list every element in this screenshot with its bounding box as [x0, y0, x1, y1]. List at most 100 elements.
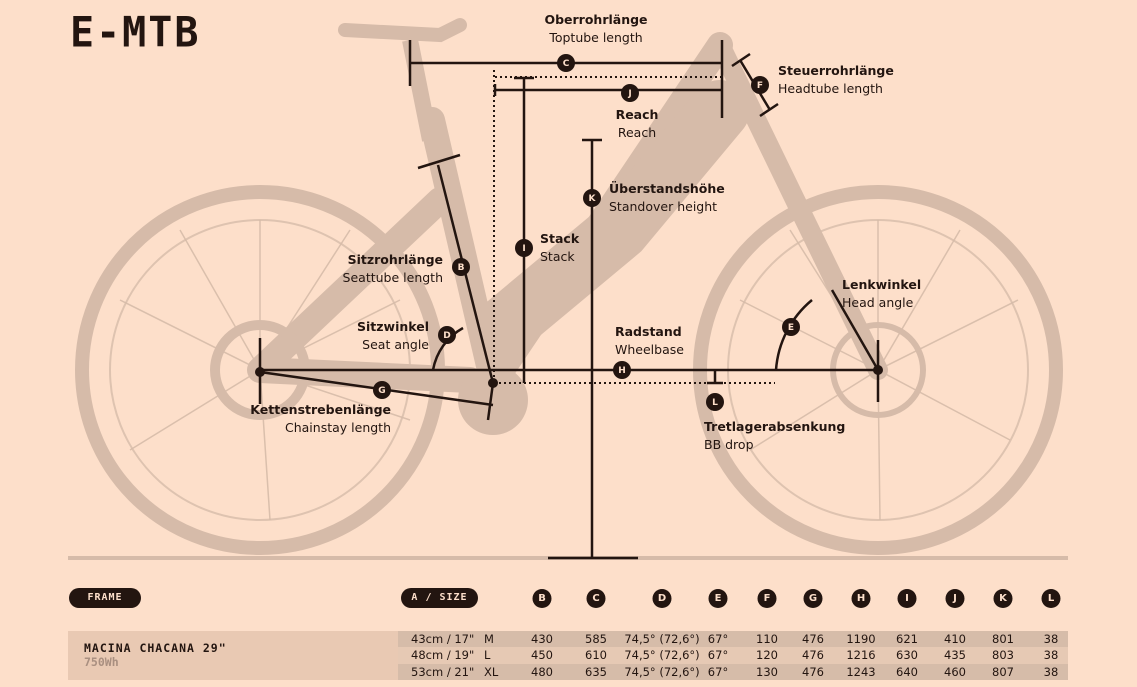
label-seattube: Sitzrohrlänge Seattube length: [342, 252, 443, 285]
dotted-guides: [493, 70, 775, 384]
bike-silhouette: [75, 18, 1063, 555]
wheelbase-line: [258, 338, 880, 404]
column-header-h: H: [851, 589, 871, 608]
value-cell-i: 621: [896, 632, 918, 646]
label-chainstay: Kettenstrebenlänge Chainstay length: [250, 402, 391, 435]
bb-drop-line: [707, 370, 723, 385]
value-cell-k: 801: [992, 632, 1014, 646]
battery-capacity: 750Wh: [84, 655, 119, 669]
label-wheelbase: Radstand Wheelbase: [615, 324, 684, 357]
label-headtube: Steuerrohrlänge Headtube length: [778, 63, 894, 96]
svg-text:D: D: [443, 331, 450, 341]
dimension-markers: C J F K I B D H E G L: [373, 54, 800, 411]
value-cell-h: 1216: [846, 648, 876, 663]
value-cell-d: 74,5° (72,6°): [624, 632, 700, 646]
model-cell: MACINA CHACANA 29" 750Wh: [68, 631, 398, 680]
page-title: E-MTB: [70, 8, 201, 58]
down-tube: [470, 80, 750, 360]
value-cell-d: 74,5° (72,6°): [624, 664, 700, 679]
marker-i: I: [515, 239, 533, 257]
value-cell-k: 807: [992, 664, 1014, 679]
column-header-f: F: [757, 589, 777, 608]
table-row: 48cm / 19" L 450 610 74,5° (72,6°) 67° 120 476 1…: [398, 647, 1068, 664]
table-row: 53cm / 21" XL 480 635 74,5° (72,6°) 67° 130 476…: [398, 663, 1068, 681]
value-cell-e: 67°: [707, 664, 729, 679]
label-standover: Überstandshöhe Standover height: [609, 181, 725, 214]
marker-l: L: [706, 393, 724, 411]
column-header-l: L: [1041, 589, 1061, 608]
value-cell-l: 38: [1043, 664, 1059, 679]
marker-k: K: [583, 189, 601, 207]
label-bb-drop: Tretlagerabsenkung BB drop: [704, 419, 846, 452]
value-cell-b: 430: [531, 632, 553, 646]
label-seat-angle: Sitzwinkel Seat angle: [356, 319, 429, 352]
column-header-k: K: [993, 589, 1013, 608]
size-cell: 43cm / 17": [411, 632, 475, 646]
svg-text:K: K: [589, 194, 597, 204]
column-header-i: I: [897, 589, 917, 608]
fork: [710, 35, 888, 380]
value-cell-k: 803: [992, 648, 1014, 663]
value-cell-e: 67°: [707, 648, 729, 663]
marker-c: C: [557, 54, 575, 72]
value-cell-c: 610: [585, 648, 607, 663]
spokes: [119, 220, 1019, 521]
frame-header: FRAME: [69, 588, 141, 608]
value-cell-f: 110: [756, 632, 778, 646]
value-cell-l: 38: [1043, 648, 1059, 663]
value-cell-j: 460: [944, 664, 966, 679]
size-letter-cell: M: [484, 632, 494, 646]
seat-post: [402, 38, 438, 142]
size-header: A / SIZE: [401, 588, 478, 608]
value-cell-h: 1243: [846, 664, 876, 679]
value-cell-d: 74,5° (72,6°): [624, 648, 700, 663]
column-header-g: G: [803, 589, 823, 608]
value-cell-i: 640: [896, 664, 918, 679]
value-cell-b: 480: [531, 664, 553, 679]
column-header-c: C: [586, 589, 606, 608]
marker-h: H: [613, 361, 631, 379]
label-toptube: Oberrohrlänge Toptube length: [544, 12, 648, 45]
value-cell-g: 476: [802, 664, 824, 679]
label-head-angle: Lenkwinkel Head angle: [842, 277, 922, 310]
value-cell-j: 410: [944, 632, 966, 646]
seat-angle-arc: [431, 326, 464, 371]
standover-line: [548, 138, 638, 560]
value-cell-c: 585: [585, 632, 607, 646]
value-cell-c: 635: [585, 664, 607, 679]
value-cell-j: 435: [944, 648, 966, 663]
svg-text:B: B: [458, 263, 465, 273]
value-cell-g: 476: [802, 632, 824, 646]
svg-text:I: I: [522, 244, 525, 254]
value-cell-g: 476: [802, 648, 824, 663]
svg-text:J: J: [627, 89, 631, 99]
size-letter-cell: XL: [484, 664, 499, 679]
marker-f: F: [751, 76, 769, 94]
size-cell: 53cm / 21": [411, 664, 475, 679]
size-letter-cell: L: [484, 648, 491, 663]
marker-j: J: [621, 84, 639, 102]
marker-e: E: [782, 318, 800, 336]
svg-text:H: H: [618, 366, 626, 376]
value-cell-e: 67°: [707, 632, 729, 646]
label-stack: Stack Stack: [540, 231, 580, 264]
table-row: 43cm / 17" M 430 585 74,5° (72,6°) 67° 110 476 1…: [398, 631, 1068, 648]
marker-d: D: [438, 326, 456, 344]
size-cell: 48cm / 19": [411, 648, 475, 663]
value-cell-h: 1190: [846, 632, 876, 646]
front-axle-point: [873, 365, 883, 375]
marker-b: B: [452, 258, 470, 276]
bb-point: [488, 378, 498, 388]
column-header-e: E: [708, 589, 728, 608]
column-header-b: B: [532, 589, 552, 608]
saddle: [338, 18, 467, 43]
svg-text:L: L: [712, 398, 718, 408]
label-reach: Reach Reach: [615, 107, 659, 140]
column-header-d: D: [652, 589, 672, 608]
svg-text:E: E: [788, 323, 794, 333]
model-name: MACINA CHACANA 29": [84, 641, 227, 655]
marker-g: G: [373, 381, 391, 399]
value-cell-f: 120: [756, 648, 778, 663]
rear-axle-point: [255, 367, 265, 377]
